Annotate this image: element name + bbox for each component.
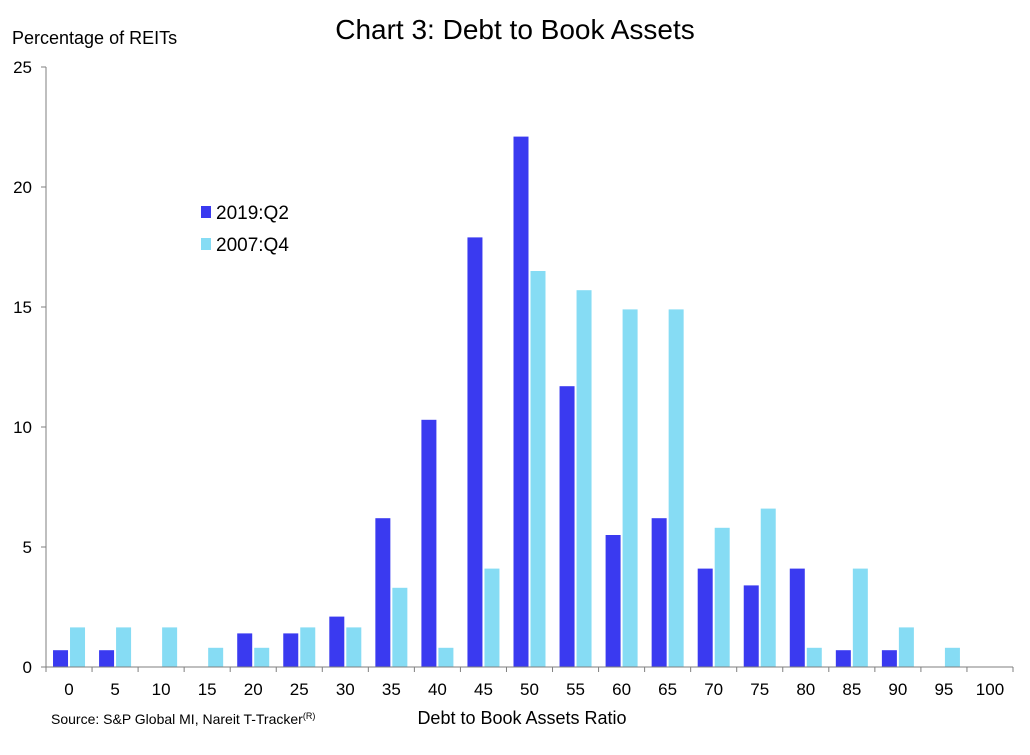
bar-2007-q4-80: [806, 647, 822, 667]
bar-2007-q4-5: [116, 627, 132, 667]
x-tick-label: 75: [750, 680, 769, 699]
bar-2019-q2-45: [467, 237, 483, 667]
bar-2019-q2-35: [375, 518, 391, 667]
y-tick-label: 20: [13, 178, 32, 197]
bar-2007-q4-70: [714, 527, 730, 667]
bar-2019-q2-25: [283, 633, 299, 667]
bar-2007-q4-15: [208, 647, 224, 667]
x-tick-label: 60: [612, 680, 631, 699]
x-tick-label: 10: [152, 680, 171, 699]
x-tick-label: 0: [64, 680, 73, 699]
bar-2007-q4-95: [944, 647, 960, 667]
x-tick-label: 30: [336, 680, 355, 699]
bar-2007-q4-85: [852, 568, 868, 667]
legend-label: 2019:Q2: [216, 203, 289, 224]
x-tick-label: 95: [934, 680, 953, 699]
x-tick-label: 15: [198, 680, 217, 699]
source-note: Source: S&P Global MI, Nareit T-Tracker(…: [51, 711, 315, 727]
x-tick-label: 40: [428, 680, 447, 699]
x-tick-label: 5: [110, 680, 119, 699]
bars-layer: [53, 136, 960, 668]
y-tick-label: 0: [23, 658, 32, 677]
y-axis-label: Percentage of REITs: [12, 28, 177, 48]
source-superscript: (R): [303, 711, 316, 721]
bar-2019-q2-60: [605, 535, 621, 667]
bar-2007-q4-10: [162, 627, 178, 667]
bar-2007-q4-60: [622, 309, 638, 667]
x-tick-label: 50: [520, 680, 539, 699]
x-tick-label: 35: [382, 680, 401, 699]
bar-2007-q4-0: [70, 627, 86, 667]
bar-2019-q2-80: [789, 568, 805, 667]
bar-2007-q4-90: [898, 627, 914, 667]
bar-2007-q4-65: [668, 309, 684, 667]
legend-swatch: [201, 206, 211, 218]
legend-swatch: [201, 238, 211, 250]
x-tick-label: 70: [704, 680, 723, 699]
bar-2007-q4-35: [392, 587, 408, 667]
source-text: Source: S&P Global MI, Nareit T-Tracker: [51, 711, 303, 727]
bar-2019-q2-0: [53, 650, 69, 667]
x-axis-label: Debt to Book Assets Ratio: [417, 708, 626, 728]
x-tick-label: 20: [244, 680, 263, 699]
bar-2019-q2-50: [513, 136, 529, 668]
bar-2019-q2-75: [743, 585, 759, 667]
bar-2019-q2-90: [881, 650, 897, 667]
y-tick-label: 15: [13, 298, 32, 317]
bar-2007-q4-25: [300, 627, 316, 667]
bar-2007-q4-30: [346, 627, 362, 667]
x-tick-label: 80: [796, 680, 815, 699]
y-tick-label: 5: [23, 538, 32, 557]
bar-2019-q2-40: [421, 419, 437, 667]
x-tick-label: 25: [290, 680, 309, 699]
x-tick-label: 100: [976, 680, 1004, 699]
bar-2007-q4-45: [484, 568, 500, 667]
x-tick-label: 90: [888, 680, 907, 699]
bar-2019-q2-65: [651, 518, 667, 667]
x-tick-label: 55: [566, 680, 585, 699]
x-tick-label: 45: [474, 680, 493, 699]
y-tick-label: 25: [13, 58, 32, 77]
y-tick-label: 10: [13, 418, 32, 437]
bar-2007-q4-40: [438, 647, 454, 667]
bar-2007-q4-20: [254, 647, 270, 667]
axes-layer: 0 5 10 15 20 25 0 5 10 15 20 25 30 35 40 45 50 55 60 65 70 75…: [13, 58, 1014, 699]
legend: 2019:Q2 2007:Q4: [201, 203, 289, 256]
bar-2019-q2-85: [835, 650, 851, 667]
bar-2007-q4-75: [760, 508, 776, 667]
x-tick-label: 65: [658, 680, 677, 699]
bar-2007-q4-55: [576, 290, 592, 667]
bar-2019-q2-5: [99, 650, 115, 667]
bar-2019-q2-20: [237, 633, 253, 667]
bar-2019-q2-30: [329, 616, 345, 667]
bar-2019-q2-55: [559, 386, 575, 667]
bar-2019-q2-70: [697, 568, 713, 667]
bar-2007-q4-50: [530, 271, 546, 667]
chart-title: Chart 3: Debt to Book Assets: [335, 14, 695, 45]
legend-label: 2007:Q4: [216, 235, 289, 256]
x-tick-label: 85: [842, 680, 861, 699]
